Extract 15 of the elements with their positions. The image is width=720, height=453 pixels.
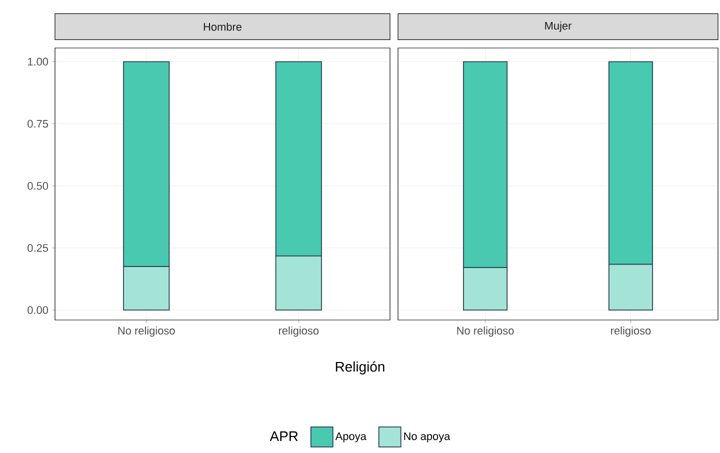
legend-label: Apoya (335, 432, 366, 442)
x-tick-label: No religioso (118, 326, 175, 337)
x-tick-label: religioso (611, 326, 651, 337)
y-tick-label: 0.50 (28, 182, 48, 190)
legend-label: No apoya (404, 432, 450, 442)
x-axis-title: Religión (336, 361, 384, 374)
y-tick-label: 0.25 (28, 244, 48, 252)
chart-title: Hombre (204, 22, 242, 31)
y-tick-label: 0.00 (28, 306, 48, 314)
x-tick-label: religioso (278, 326, 319, 337)
y-tick-label: 1.00 (28, 58, 48, 66)
y-tick-label: 0.75 (28, 120, 48, 128)
x-tick-label: No religioso (457, 326, 514, 337)
chart-title: Mujer (545, 22, 572, 32)
legend-title: APR (270, 431, 298, 442)
